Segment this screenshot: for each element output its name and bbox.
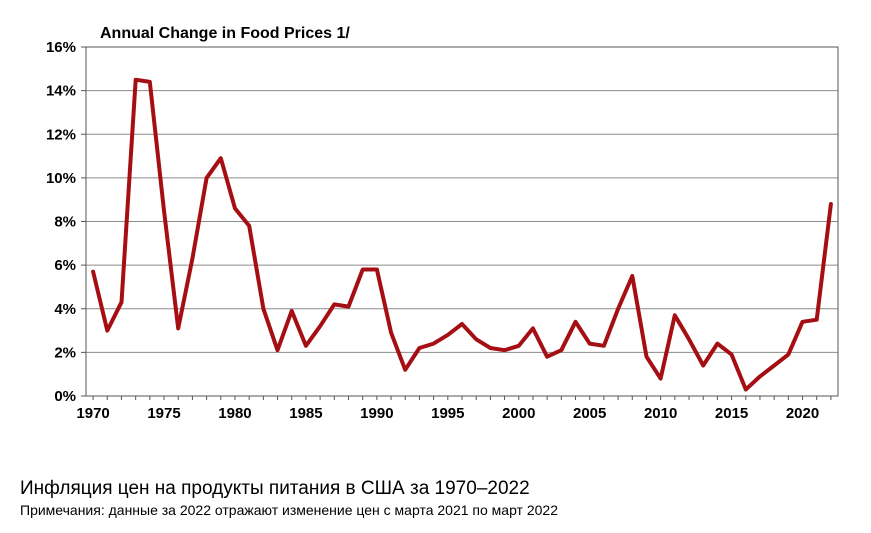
x-axis-ticks: 1970 1975 1980 1985 1990 1995 2000 2005 2010 2015…: [76, 396, 832, 422]
grid-lines: [86, 90, 838, 353]
y-tick-label: 2%: [54, 344, 76, 361]
figure-caption: Инфляция цен на продукты питания в США з…: [20, 478, 530, 499]
x-tick-label: 2010: [644, 405, 677, 422]
x-tick-label: 2005: [573, 405, 606, 422]
plot-frame: [85, 46, 839, 397]
y-tick-label: 8%: [54, 214, 76, 231]
x-tick-label: 1975: [147, 405, 180, 422]
y-tick-label: 6%: [54, 257, 76, 274]
x-tick-label: 2015: [715, 405, 748, 422]
x-tick-label: 1995: [431, 405, 464, 422]
y-tick-label: 4%: [54, 301, 76, 318]
food-price-chart: Annual Change in Food Prices 1/ 0% 2% 4% 6%…: [46, 25, 839, 422]
y-tick-label: 16%: [46, 39, 76, 56]
y-axis-ticks: 0% 2% 4% 6% 8% 10% 12% 14% 16%: [46, 39, 86, 405]
y-tick-label: 14%: [46, 83, 76, 100]
figure-note: Примечания: данные за 2022 отражают изме…: [20, 502, 559, 518]
series-line: [91, 77, 833, 392]
x-tick-label: 1980: [218, 405, 251, 422]
x-tick-label: 2000: [502, 405, 535, 422]
y-tick-label: 0%: [54, 388, 76, 405]
x-tick-label: 2020: [786, 405, 819, 422]
y-tick-label: 12%: [46, 126, 76, 143]
x-tick-label: 1985: [289, 405, 322, 422]
series-group: [91, 77, 833, 392]
x-tick-label: 1970: [76, 405, 109, 422]
x-tick-label: 1990: [360, 405, 393, 422]
chart-title: Annual Change in Food Prices 1/: [100, 25, 350, 42]
y-tick-label: 10%: [46, 170, 76, 187]
